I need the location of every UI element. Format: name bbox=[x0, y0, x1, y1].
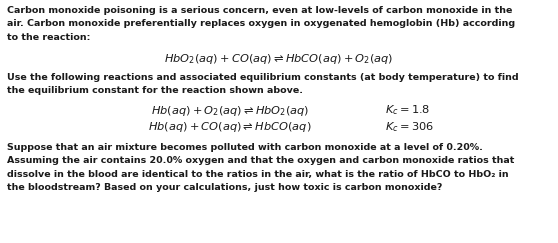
Text: Carbon monoxide poisoning is a serious concern, even at low-levels of carbon mon: Carbon monoxide poisoning is a serious c… bbox=[7, 6, 512, 15]
Text: the bloodstream? Based on your calculations, just how toxic is carbon monoxide?: the bloodstream? Based on your calculati… bbox=[7, 183, 442, 192]
Text: Use the following reactions and associated equilibrium constants (at body temper: Use the following reactions and associat… bbox=[7, 72, 518, 81]
Text: $HbO_2(aq) + CO(aq) \rightleftharpoons HbCO(aq) + O_2(aq)$: $HbO_2(aq) + CO(aq) \rightleftharpoons H… bbox=[165, 52, 393, 66]
Text: Suppose that an air mixture becomes polluted with carbon monoxide at a level of : Suppose that an air mixture becomes poll… bbox=[7, 142, 483, 151]
Text: air. Carbon monoxide preferentially replaces oxygen in oxygenated hemoglobin (Hb: air. Carbon monoxide preferentially repl… bbox=[7, 19, 515, 28]
Text: $K_c = 306$: $K_c = 306$ bbox=[385, 121, 434, 134]
Text: $K_c = 1.8$: $K_c = 1.8$ bbox=[385, 104, 430, 117]
Text: $Hb(aq) + CO(aq) \rightleftharpoons HbCO(aq)$: $Hb(aq) + CO(aq) \rightleftharpoons HbCO… bbox=[148, 121, 312, 134]
Text: $Hb(aq) + O_2(aq) \rightleftharpoons HbO_2(aq)$: $Hb(aq) + O_2(aq) \rightleftharpoons HbO… bbox=[151, 104, 309, 118]
Text: Assuming the air contains 20.0% oxygen and that the oxygen and carbon monoxide r: Assuming the air contains 20.0% oxygen a… bbox=[7, 156, 514, 165]
Text: dissolve in the blood are identical to the ratios in the air, what is the ratio : dissolve in the blood are identical to t… bbox=[7, 170, 509, 179]
Text: to the reaction:: to the reaction: bbox=[7, 33, 90, 42]
Text: the equilibrium constant for the reaction shown above.: the equilibrium constant for the reactio… bbox=[7, 86, 303, 95]
